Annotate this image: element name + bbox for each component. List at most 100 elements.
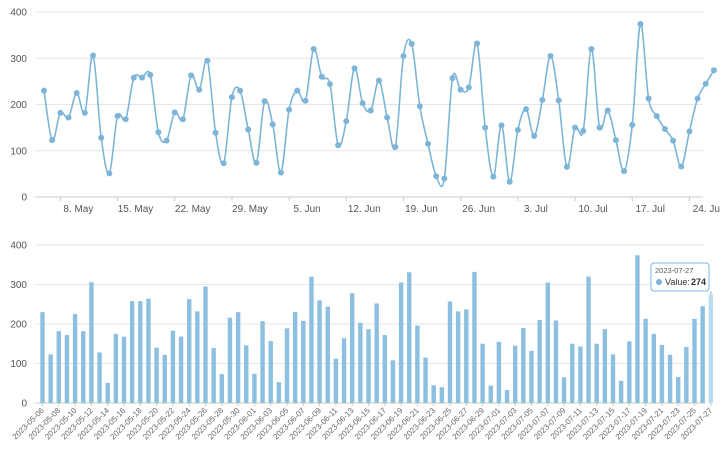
- bar[interactable]: [423, 357, 428, 403]
- bar[interactable]: [333, 358, 339, 403]
- line-point[interactable]: [155, 129, 162, 136]
- bar[interactable]: [162, 354, 167, 403]
- bar[interactable]: [561, 377, 567, 403]
- line-point[interactable]: [661, 126, 668, 133]
- line-point[interactable]: [392, 144, 399, 151]
- bar[interactable]: [64, 335, 70, 403]
- line-point[interactable]: [57, 109, 64, 116]
- bar[interactable]: [700, 306, 705, 403]
- bar[interactable]: [56, 331, 61, 403]
- line-point[interactable]: [384, 114, 391, 121]
- line-point[interactable]: [482, 124, 489, 131]
- bar[interactable]: [292, 312, 298, 403]
- bar[interactable]: [268, 340, 273, 403]
- bar[interactable]: [676, 376, 681, 403]
- bar[interactable]: [521, 327, 526, 403]
- line-point[interactable]: [498, 122, 505, 129]
- line-point[interactable]: [490, 173, 497, 180]
- bar[interactable]: [170, 330, 176, 403]
- line-point[interactable]: [212, 129, 219, 136]
- bar[interactable]: [504, 389, 510, 403]
- bar[interactable]: [586, 276, 591, 403]
- bar[interactable]: [341, 338, 347, 403]
- bar[interactable]: [105, 382, 110, 403]
- bar[interactable]: [97, 352, 102, 403]
- bar[interactable]: [594, 343, 599, 403]
- line-point[interactable]: [106, 170, 113, 177]
- bar[interactable]: [627, 341, 632, 403]
- line-point[interactable]: [269, 121, 276, 128]
- bar[interactable]: [464, 309, 469, 403]
- line-point[interactable]: [702, 80, 709, 87]
- bar[interactable]: [154, 347, 159, 403]
- bar[interactable]: [667, 354, 673, 403]
- bar[interactable]: [602, 329, 608, 403]
- line-point[interactable]: [245, 126, 252, 133]
- bar[interactable]: [146, 298, 151, 403]
- bar[interactable]: [415, 325, 420, 403]
- line-point[interactable]: [228, 94, 235, 101]
- line-point[interactable]: [147, 71, 154, 78]
- bar[interactable]: [513, 345, 518, 403]
- line-point[interactable]: [367, 107, 374, 114]
- line-point[interactable]: [351, 65, 358, 72]
- bar[interactable]: [529, 350, 534, 403]
- line-point[interactable]: [122, 116, 129, 123]
- bar[interactable]: [553, 320, 559, 403]
- bar[interactable]: [195, 311, 200, 403]
- line-point[interactable]: [220, 160, 227, 167]
- line-point[interactable]: [457, 86, 464, 93]
- line-point[interactable]: [441, 175, 448, 182]
- line-point[interactable]: [670, 137, 677, 144]
- bar[interactable]: [113, 333, 119, 403]
- bar[interactable]: [325, 306, 330, 403]
- line-point[interactable]: [580, 127, 587, 134]
- line-point[interactable]: [612, 137, 619, 144]
- line-point[interactable]: [286, 106, 293, 113]
- bar[interactable]: [537, 320, 542, 403]
- line-point[interactable]: [408, 40, 415, 47]
- bar[interactable]: [81, 331, 86, 403]
- line-point[interactable]: [49, 137, 56, 144]
- line-point[interactable]: [629, 121, 636, 128]
- bar[interactable]: [610, 354, 616, 403]
- bar[interactable]: [708, 294, 713, 403]
- bar[interactable]: [431, 385, 436, 403]
- bar[interactable]: [635, 255, 640, 403]
- line-point[interactable]: [41, 87, 47, 94]
- line-point[interactable]: [375, 77, 382, 84]
- bar[interactable]: [659, 344, 665, 403]
- line-point[interactable]: [326, 81, 333, 88]
- line-point[interactable]: [400, 52, 407, 59]
- line-point[interactable]: [465, 84, 472, 91]
- line-point[interactable]: [130, 74, 137, 81]
- bar[interactable]: [89, 282, 94, 403]
- line-point[interactable]: [531, 132, 538, 139]
- bar[interactable]: [203, 286, 208, 403]
- line-point[interactable]: [694, 95, 701, 102]
- line-point[interactable]: [359, 100, 366, 107]
- line-point[interactable]: [645, 95, 652, 102]
- bar[interactable]: [40, 312, 45, 403]
- bar[interactable]: [350, 293, 355, 403]
- line-point[interactable]: [637, 21, 644, 28]
- bar[interactable]: [366, 329, 371, 403]
- bar[interactable]: [244, 345, 249, 403]
- line-point[interactable]: [424, 140, 431, 147]
- bar[interactable]: [374, 303, 379, 403]
- line-point[interactable]: [547, 52, 554, 59]
- line-point[interactable]: [188, 72, 195, 79]
- bar[interactable]: [219, 374, 224, 403]
- bar[interactable]: [398, 282, 404, 403]
- line-point[interactable]: [171, 109, 178, 116]
- line-point[interactable]: [572, 124, 579, 131]
- line-point[interactable]: [539, 96, 546, 103]
- line-point[interactable]: [555, 97, 562, 104]
- bar[interactable]: [121, 336, 127, 403]
- line-point[interactable]: [523, 106, 530, 113]
- line-point[interactable]: [686, 128, 693, 135]
- line-point[interactable]: [653, 113, 660, 120]
- line-point[interactable]: [474, 40, 481, 47]
- bar[interactable]: [545, 282, 550, 403]
- line-point[interactable]: [678, 163, 685, 170]
